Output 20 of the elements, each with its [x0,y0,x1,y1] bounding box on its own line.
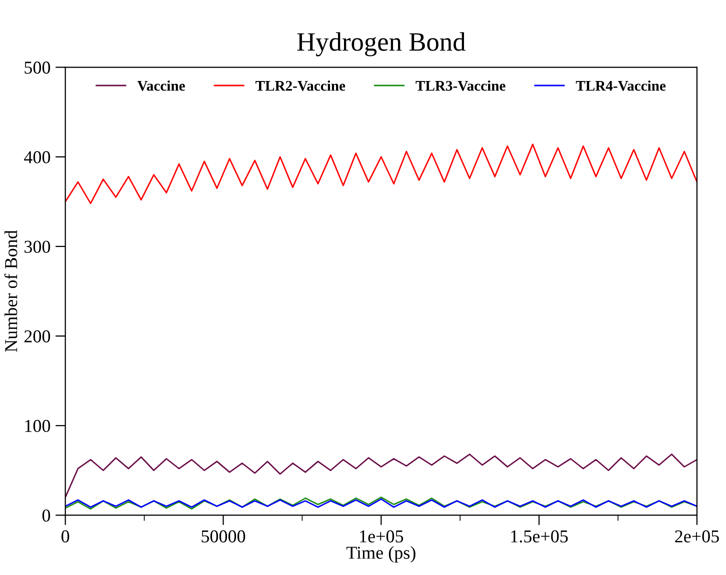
legend-label: TLR4-Vaccine [576,80,666,91]
x-tick-label: 50000 [202,530,246,542]
line-series [65,144,697,204]
y-tick-label: 100 [25,420,50,432]
x-tick-label: 2e+05 [675,530,719,542]
y-axis-title: Number of Bond [4,230,18,352]
x-tick-label: 1e+05 [360,530,404,542]
legend-label: TLR3-Vaccine [416,80,506,91]
y-tick-label: 0 [42,509,50,522]
y-tick-label: 400 [24,151,50,164]
legend-label: TLR2-Vaccine [256,80,346,91]
legend-label: Vaccine [137,80,185,91]
y-tick-label: 500 [24,62,50,74]
x-axis-title: Time (ps) [346,546,416,563]
x-tick-label: 1.5e+05 [511,530,568,543]
y-tick-label: 300 [24,240,50,253]
line-series [65,454,697,498]
chart-title: Hydrogen Bond [297,32,466,56]
x-tick-label: 0 [62,530,70,542]
y-tick-label: 200 [24,330,50,342]
